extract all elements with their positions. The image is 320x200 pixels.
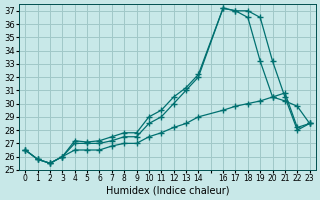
X-axis label: Humidex (Indice chaleur): Humidex (Indice chaleur) [106, 186, 229, 196]
